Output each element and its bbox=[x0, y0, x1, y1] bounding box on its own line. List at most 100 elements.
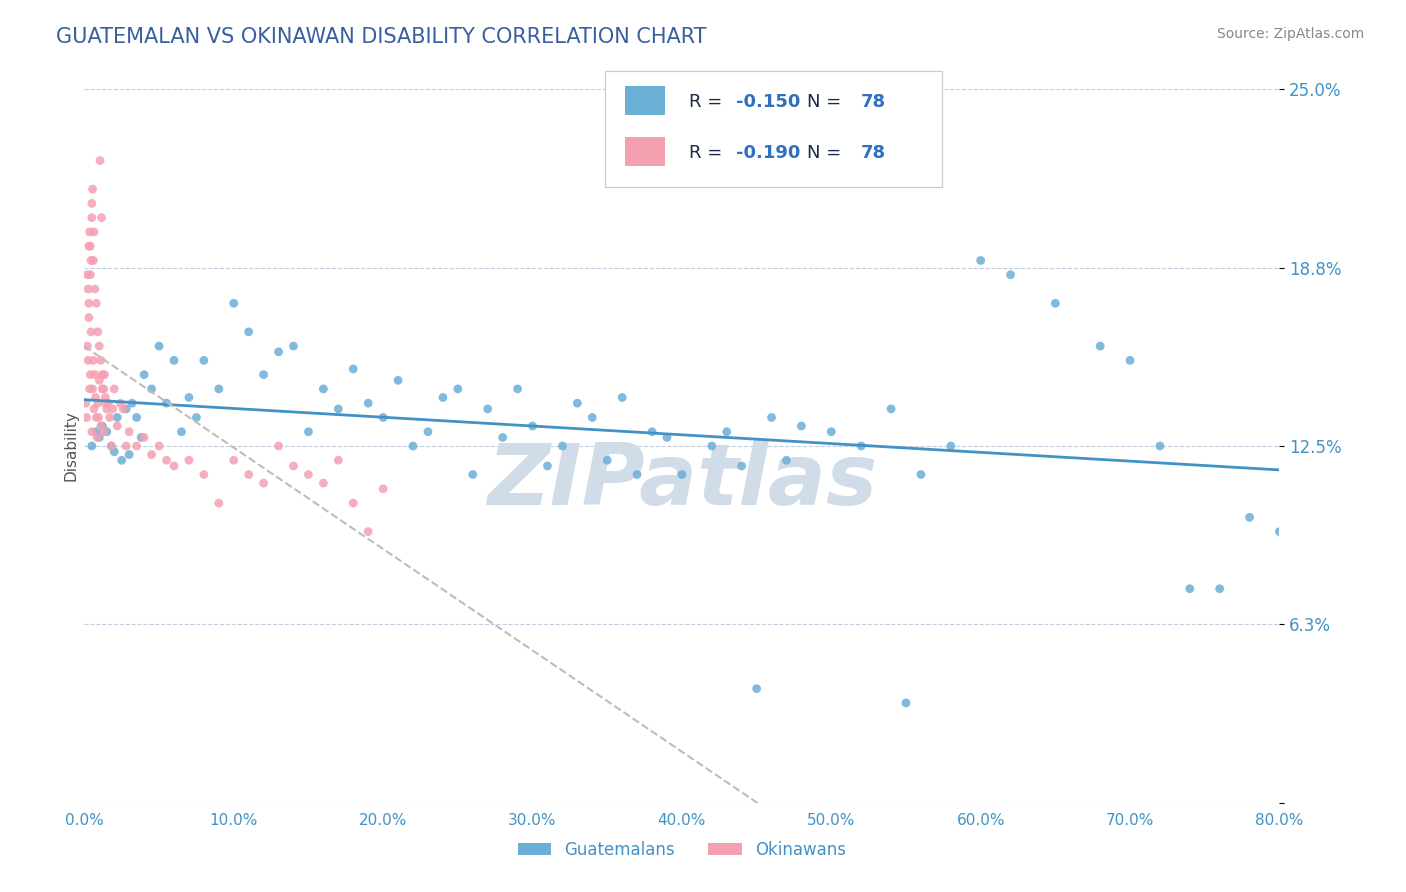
Point bbox=[82, 382, 104, 396]
Point bbox=[373, 410, 395, 425]
Point bbox=[432, 391, 454, 405]
Point bbox=[186, 410, 208, 425]
Point bbox=[1268, 524, 1291, 539]
Point bbox=[105, 410, 128, 425]
FancyBboxPatch shape bbox=[624, 87, 665, 115]
Point bbox=[87, 325, 110, 339]
Point bbox=[193, 353, 215, 368]
Point bbox=[86, 296, 108, 310]
Point bbox=[170, 425, 193, 439]
Point bbox=[536, 458, 558, 473]
Point bbox=[82, 182, 104, 196]
Point bbox=[115, 401, 138, 416]
Point bbox=[97, 396, 120, 410]
Point bbox=[112, 401, 135, 416]
Point bbox=[94, 396, 117, 410]
Point bbox=[342, 362, 364, 376]
Point bbox=[115, 439, 138, 453]
Point bbox=[90, 419, 112, 434]
Text: ZIPatlas: ZIPatlas bbox=[486, 440, 877, 524]
Point bbox=[86, 430, 108, 444]
Point bbox=[297, 425, 319, 439]
Point bbox=[626, 467, 648, 482]
Point bbox=[93, 382, 115, 396]
Point bbox=[506, 382, 529, 396]
Point bbox=[567, 396, 589, 410]
Point bbox=[655, 430, 678, 444]
Point bbox=[612, 391, 634, 405]
Point bbox=[177, 391, 200, 405]
Point bbox=[77, 296, 100, 310]
Point bbox=[82, 353, 104, 368]
Point bbox=[477, 401, 499, 416]
Point bbox=[461, 467, 484, 482]
Point bbox=[328, 453, 350, 467]
Text: Source: ZipAtlas.com: Source: ZipAtlas.com bbox=[1216, 27, 1364, 41]
Text: 78: 78 bbox=[860, 93, 886, 111]
Point bbox=[93, 425, 115, 439]
Point bbox=[79, 239, 101, 253]
Point bbox=[79, 382, 101, 396]
Point bbox=[731, 458, 754, 473]
Point bbox=[86, 425, 108, 439]
FancyBboxPatch shape bbox=[624, 137, 665, 167]
Point bbox=[148, 439, 170, 453]
Point bbox=[238, 467, 260, 482]
Point bbox=[894, 696, 917, 710]
Point bbox=[790, 419, 813, 434]
Point bbox=[89, 339, 111, 353]
Point bbox=[283, 339, 305, 353]
Point bbox=[163, 458, 186, 473]
Point bbox=[267, 344, 290, 359]
Point bbox=[111, 453, 134, 467]
Point bbox=[1209, 582, 1232, 596]
Point bbox=[416, 425, 439, 439]
Point bbox=[1045, 296, 1067, 310]
Point bbox=[342, 496, 364, 510]
Point bbox=[100, 439, 122, 453]
Point bbox=[820, 425, 842, 439]
Point bbox=[312, 476, 335, 491]
Point bbox=[132, 368, 156, 382]
Point bbox=[141, 448, 163, 462]
Legend: Guatemalans, Okinawans: Guatemalans, Okinawans bbox=[512, 835, 852, 866]
Point bbox=[208, 496, 231, 510]
Point bbox=[671, 467, 693, 482]
Point bbox=[357, 524, 380, 539]
Point bbox=[641, 425, 664, 439]
Text: 78: 78 bbox=[860, 144, 886, 161]
Point bbox=[93, 368, 115, 382]
Point bbox=[208, 382, 231, 396]
Point bbox=[121, 396, 143, 410]
Point bbox=[87, 396, 110, 410]
Point bbox=[101, 401, 124, 416]
Point bbox=[83, 401, 105, 416]
Point bbox=[253, 476, 276, 491]
Point bbox=[222, 296, 245, 310]
Text: R =: R = bbox=[689, 93, 728, 111]
Point bbox=[155, 396, 177, 410]
Point bbox=[155, 453, 177, 467]
Point bbox=[970, 253, 993, 268]
Point bbox=[222, 453, 245, 467]
Point bbox=[82, 253, 104, 268]
Point bbox=[96, 425, 118, 439]
Y-axis label: Disability: Disability bbox=[63, 410, 79, 482]
Point bbox=[87, 410, 110, 425]
Point bbox=[880, 401, 903, 416]
Point bbox=[312, 382, 335, 396]
Point bbox=[76, 268, 98, 282]
Point bbox=[110, 396, 132, 410]
Point bbox=[83, 282, 105, 296]
Point bbox=[89, 373, 111, 387]
Point bbox=[84, 391, 107, 405]
Point bbox=[373, 482, 395, 496]
Point bbox=[1149, 439, 1171, 453]
Point bbox=[492, 430, 515, 444]
Point bbox=[79, 268, 101, 282]
Point bbox=[80, 196, 103, 211]
Point bbox=[522, 419, 544, 434]
Point bbox=[193, 467, 215, 482]
Point bbox=[447, 382, 470, 396]
Point bbox=[100, 439, 122, 453]
